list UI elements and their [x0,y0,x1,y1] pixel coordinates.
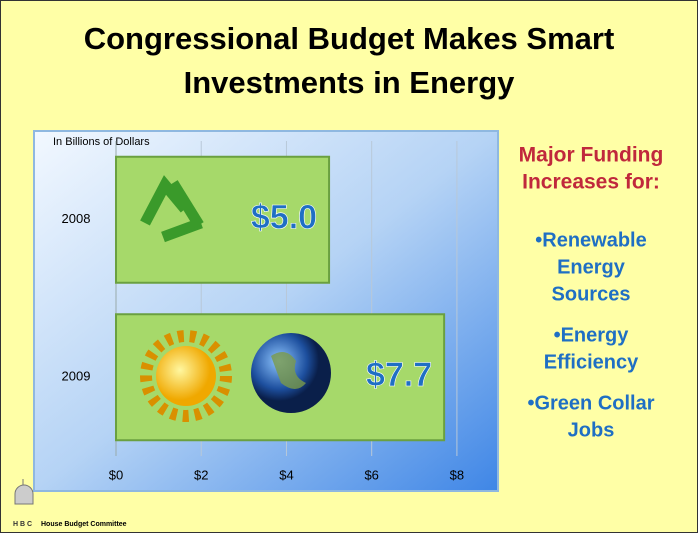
capitol-logo [15,479,33,504]
side-item: •Renewable [535,229,646,251]
x-tick-label: $6 [364,467,378,482]
side-heading: Increases for: [522,171,660,194]
value-label: $7.7 [366,356,432,394]
slide: Congressional Budget Makes Smart Investm… [0,0,698,533]
y-tick-label: 2009 [62,369,91,384]
value-label: $5.0 [251,199,317,237]
footer: House Budget Committee [41,521,127,528]
x-tick-label: $0 [109,467,123,482]
side-item: Energy [557,256,626,278]
y-tick-label: 2008 [62,211,91,226]
title-line: Investments in Energy [184,65,516,100]
side-item: Jobs [568,419,615,441]
side-heading: Major Funding [519,144,664,167]
x-tick-label: $4 [279,467,293,482]
side-item: •Green Collar [527,392,654,414]
axis-label: In Billions of Dollars [53,136,150,148]
x-tick-label: $8 [450,467,464,482]
side-item: •Energy [554,324,630,346]
side-item: Efficiency [544,351,639,373]
chart: Congressional Budget Makes Smart Investm… [1,1,697,532]
title-line: Congressional Budget Makes Smart [84,21,615,56]
side-item: Sources [552,283,631,305]
x-tick-label: $2 [194,467,208,482]
logo-text: H B C [13,521,32,528]
